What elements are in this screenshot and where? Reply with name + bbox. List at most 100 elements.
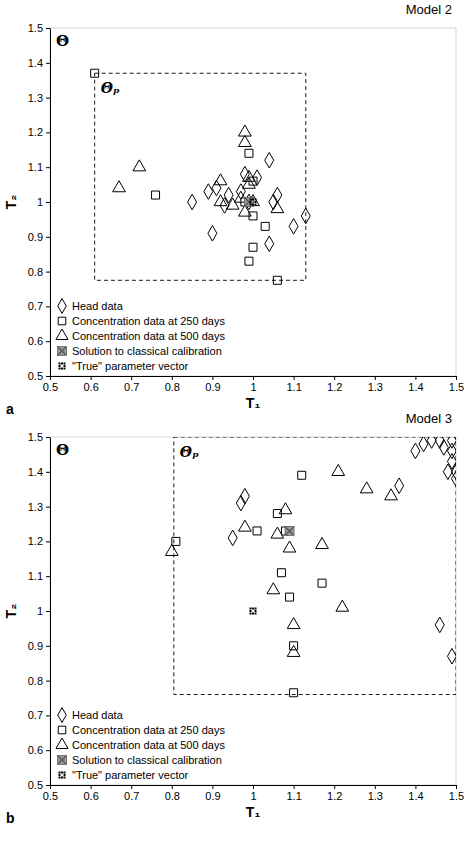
point — [253, 527, 261, 535]
x-tick-label: 1.5 — [449, 381, 464, 393]
panel: 0.50.60.70.80.911.11.21.31.41.50.50.60.7… — [3, 411, 464, 826]
marker-dot — [61, 777, 63, 779]
legend-symbol — [58, 317, 66, 325]
point — [243, 177, 256, 188]
x-tick-mark — [50, 376, 51, 380]
point — [271, 202, 284, 213]
marker-dot — [255, 199, 257, 201]
point — [172, 537, 180, 545]
legend-symbol — [58, 726, 66, 734]
legend-symbol — [58, 299, 67, 314]
y-tick-mark — [46, 472, 50, 473]
series — [188, 152, 311, 251]
chart-title: Model 3 — [406, 411, 452, 426]
x-tick-label: 0.8 — [165, 381, 180, 393]
y-axis: 0.50.60.70.80.911.11.21.31.41.5 — [28, 22, 51, 382]
series — [250, 608, 257, 615]
x-tick-mark — [415, 785, 416, 789]
x-tick: 1.4 — [408, 376, 423, 393]
point — [265, 236, 274, 252]
legend: Head dataConcentration data at 250 daysC… — [56, 708, 225, 781]
x-tick-label: 1.3 — [368, 790, 383, 802]
region-label: Θₚ — [101, 80, 120, 96]
marker-cross — [245, 198, 253, 206]
x-tick: 0.7 — [124, 376, 139, 393]
marker-dot — [255, 608, 257, 610]
x-tick-label: 0.5 — [43, 790, 58, 802]
y-tick-label: 0.6 — [28, 335, 43, 347]
marker-body — [58, 756, 67, 765]
point — [249, 243, 257, 251]
x-tick-label: 1.1 — [286, 381, 301, 393]
legend-label: Solution to classical calibration — [72, 345, 222, 357]
y-tick: 0.7 — [28, 300, 50, 312]
point — [447, 648, 456, 664]
y-tick: 1.3 — [28, 92, 50, 104]
point — [250, 608, 257, 615]
x-tick-label: 1 — [250, 790, 256, 802]
point — [336, 600, 349, 611]
point — [204, 184, 213, 200]
x-tick-mark — [375, 376, 376, 380]
legend-label: Head data — [72, 709, 124, 721]
point — [188, 194, 197, 210]
point — [214, 195, 227, 206]
point — [240, 488, 249, 504]
x-tick-label: 1.4 — [408, 381, 423, 393]
legend-label: Concentration data at 500 days — [72, 330, 225, 342]
y-tick-label: 0.5 — [28, 779, 43, 791]
y-tick-mark — [46, 63, 50, 64]
point — [226, 198, 239, 209]
x-tick-mark — [253, 785, 254, 789]
point — [298, 471, 306, 479]
marker-dot — [61, 772, 63, 774]
x-tick-label: 1.2 — [327, 381, 342, 393]
marker-dot — [252, 199, 254, 201]
marker-dot — [255, 201, 257, 203]
panel: 0.50.60.70.80.911.11.21.31.41.50.50.60.7… — [3, 2, 464, 417]
point — [228, 530, 237, 546]
marker-dot — [61, 368, 63, 370]
y-tick-label: 1.5 — [28, 431, 43, 443]
point — [165, 544, 178, 555]
x-tick: 0.7 — [124, 785, 139, 802]
x-tick-mark — [294, 785, 295, 789]
point — [261, 222, 269, 230]
x-tick-mark — [456, 376, 457, 380]
y-tick: 0.6 — [28, 335, 50, 347]
series — [244, 198, 253, 207]
marker-cross — [286, 527, 294, 535]
y-tick-label: 0.8 — [28, 675, 43, 687]
point — [301, 208, 310, 224]
point — [208, 226, 217, 242]
point — [239, 520, 252, 531]
legend-symbol — [59, 363, 66, 370]
y-tick-mark — [46, 681, 50, 682]
y-tick: 1.3 — [28, 501, 50, 513]
panel-label: b — [6, 810, 15, 826]
legend-label: Concentration data at 250 days — [72, 315, 225, 327]
plot-frame — [50, 28, 456, 376]
y-tick-mark — [46, 237, 50, 238]
y-tick-label: 1.2 — [28, 535, 43, 547]
series — [165, 464, 397, 656]
point — [287, 645, 300, 656]
y-tick: 1.1 — [28, 570, 50, 582]
figure: 0.50.60.70.80.911.11.21.31.41.50.50.60.7… — [0, 0, 466, 842]
x-tick: 1.1 — [286, 785, 301, 802]
point — [152, 191, 160, 199]
y-tick-label: 1.4 — [28, 57, 43, 69]
marker-dot — [64, 365, 66, 367]
x-tick-mark — [131, 785, 132, 789]
marker-dot — [59, 363, 61, 365]
point — [244, 198, 253, 207]
marker-dot — [250, 608, 252, 610]
point — [289, 219, 298, 235]
y-tick-label: 1.3 — [28, 501, 43, 513]
point — [395, 478, 404, 494]
x-tick-label: 0.9 — [205, 381, 220, 393]
marker-dot — [59, 774, 61, 776]
x-tick-mark — [172, 376, 173, 380]
legend: Head dataConcentration data at 250 daysC… — [56, 299, 225, 372]
x-tick-label: 1.3 — [368, 381, 383, 393]
